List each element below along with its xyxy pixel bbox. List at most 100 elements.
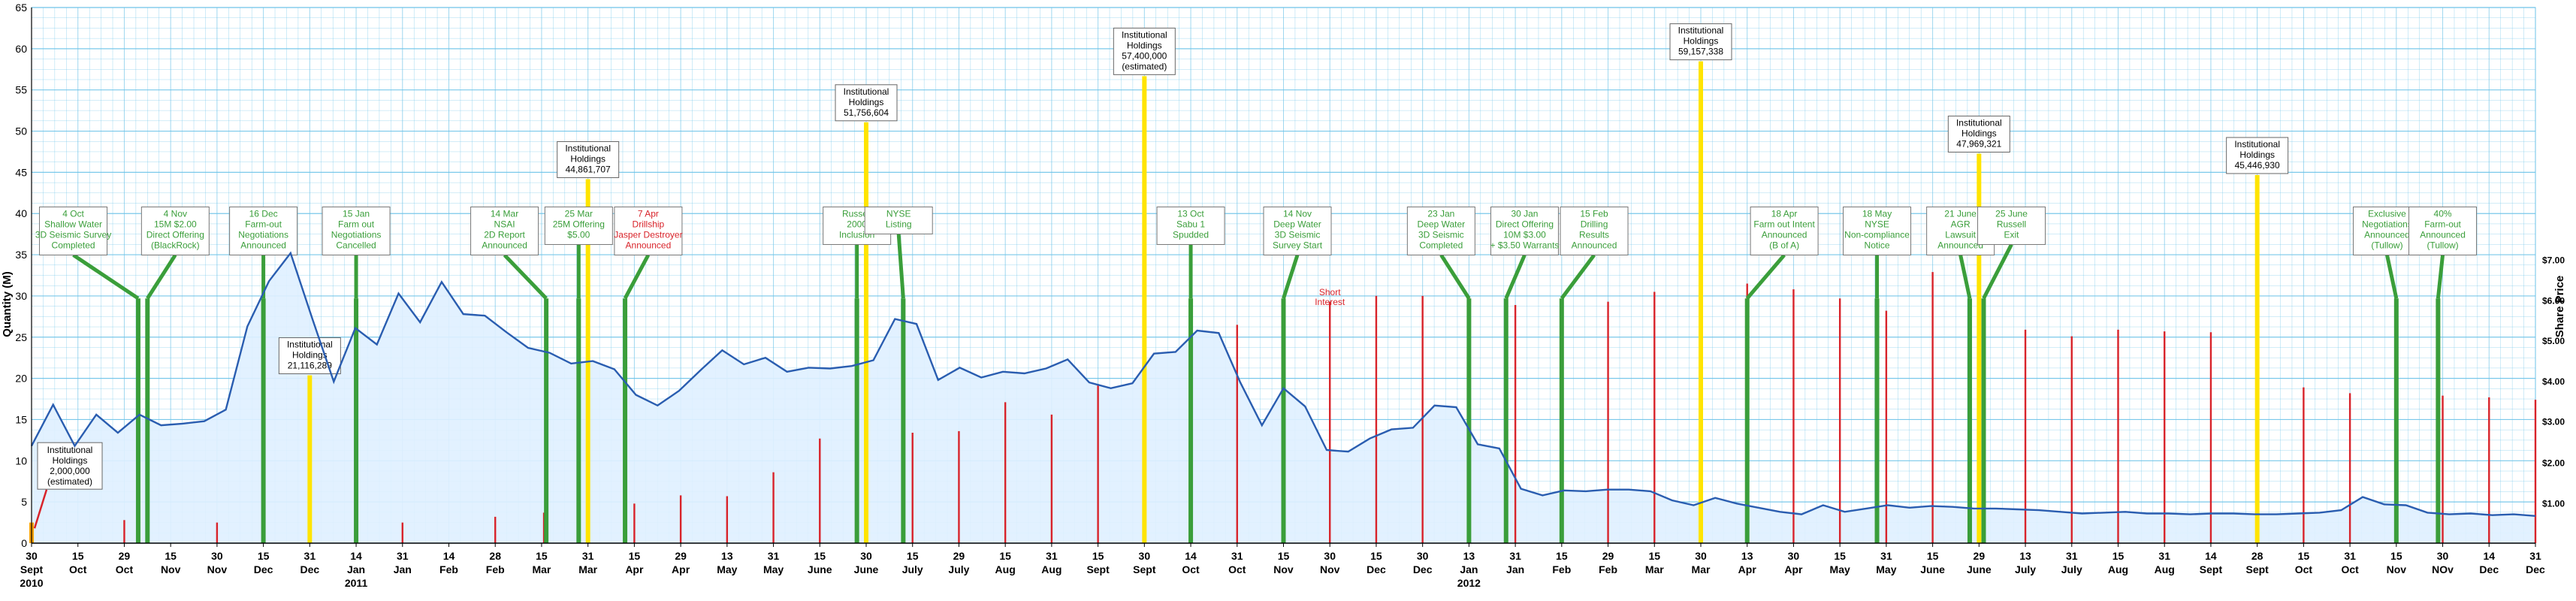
x-tick-month: July: [902, 563, 923, 575]
x-tick-year: 2010: [20, 577, 43, 589]
event-connector: [623, 254, 651, 300]
x-tick-month: Aug: [2155, 563, 2175, 575]
event-label: 14 Nov Deep Water 3D Seismic Survey Start: [1273, 208, 1323, 250]
event-connector: [1745, 253, 1786, 300]
x-tick-day: 30: [860, 550, 872, 562]
x-tick-month: Sept: [20, 563, 44, 575]
institutional-holdings-markers: Institutional Holdings 2,000,000 (estimated…: [29, 23, 2289, 544]
x-tick-day: 15: [258, 550, 270, 562]
y-tick-label: 55: [15, 84, 27, 96]
x-tick-month: Dec: [1367, 563, 1386, 575]
x-tick-day: 29: [1602, 550, 1614, 562]
x-tick-day: 30: [1417, 550, 1429, 562]
x-tick-month: Nov: [1320, 563, 1340, 575]
x-tick-month: Aug: [995, 563, 1016, 575]
x-tick-day: 30: [1324, 550, 1336, 562]
x-tick-day: 30: [1139, 550, 1151, 562]
right-tick-label: $3.00: [2542, 417, 2565, 427]
x-tick-day: 31: [1046, 550, 1058, 562]
event-connector: [896, 234, 905, 299]
event-label-box: [1843, 206, 1912, 255]
event-label-box: [2408, 206, 2478, 255]
event-label: 4 Oct Shallow Water 3D Seismic Survey Compl…: [35, 208, 111, 250]
institutional-label-box: [37, 442, 103, 490]
x-tick-day: 13: [1463, 550, 1475, 562]
event-connector: [72, 253, 140, 300]
x-tick-day: 30: [1695, 550, 1707, 562]
x-tick-month: Oct: [116, 563, 134, 575]
x-tick-day: 15: [1834, 550, 1846, 562]
x-tick-month: Apr: [672, 563, 690, 575]
x-tick-month: Sept: [2245, 563, 2269, 575]
price-line: [30, 251, 2536, 517]
event-connector: [2385, 254, 2399, 299]
event-connector: [1282, 254, 1300, 299]
event-label-box: [470, 206, 539, 255]
institutional-label: Institutional Holdings 51,756,604: [844, 86, 889, 118]
event-label-box: [1406, 206, 1475, 255]
chart-axes: 0 5 10 15 20 25 30 35 40 45 50 55 60 65 $1.00 $2.00 $3.0…: [15, 2, 2565, 589]
y-tick-label: 50: [15, 125, 27, 137]
x-tick-day: 14: [443, 550, 455, 562]
event-label: 4 Nov 15M $2.00 Direct Offering (BlackRock): [146, 208, 204, 250]
x-tick-month: Feb: [1599, 563, 1617, 575]
y-tick-label: 65: [15, 2, 27, 14]
institutional-label: Institutional Holdings 59,157,338: [1678, 26, 1724, 57]
x-tick-month: Nov: [1273, 563, 1294, 575]
y-tick-label: 5: [21, 496, 27, 508]
x-tick-month: Feb: [486, 563, 505, 575]
x-tick-month: May: [717, 563, 737, 575]
event-label: 40% Farm-out Announced (Tullow): [2420, 208, 2466, 250]
x-tick-day: 15: [2298, 550, 2310, 562]
y-tick-label: 20: [15, 373, 27, 385]
x-tick-month: Apr: [1738, 563, 1757, 575]
x-tick-month: Sept: [1133, 563, 1156, 575]
event-label-box: [614, 206, 683, 255]
x-tick-day: 13: [721, 550, 733, 562]
x-tick-day: 15: [1092, 550, 1104, 562]
right-tick-label: $6.00: [2542, 295, 2565, 306]
event-label: 23 Jan Deep Water 3D Seismic Completed: [1418, 208, 1466, 250]
institutional-bar: [1977, 153, 1982, 543]
x-tick-day: 14: [350, 550, 362, 562]
event-label: 18 May NYSE Non-compliance Notice: [1844, 208, 1910, 250]
x-tick-month: Jan: [1506, 563, 1524, 575]
institutional-label-box: [557, 140, 620, 178]
x-tick-day: 15: [165, 550, 177, 562]
event-label-box: [864, 206, 933, 234]
x-tick-month: Sept: [1086, 563, 1110, 575]
institutional-label: Institutional Holdings 45,446,930: [2234, 139, 2280, 171]
x-tick-month: Oct: [1182, 563, 1200, 575]
x-tick-day: 15: [1278, 550, 1290, 562]
x-tick-month: Mar: [1692, 563, 1711, 575]
x-tick-day: 31: [768, 550, 780, 562]
x-tick-day: 28: [2251, 550, 2263, 562]
x-tick-day: 28: [489, 550, 501, 562]
event-label-box: [322, 206, 391, 255]
x-tick-month: May: [1876, 563, 1896, 575]
x-tick-year: 2012: [1457, 577, 1481, 589]
x-tick-day: 31: [397, 550, 409, 562]
x-tick-month: Oct: [1228, 563, 1246, 575]
x-tick-day: 15: [1370, 550, 1382, 562]
x-tick-month: Apr: [1784, 563, 1803, 575]
x-tick-day: 15: [72, 550, 84, 562]
x-tick-month: Oct: [2295, 563, 2313, 575]
x-tick-day: 29: [953, 550, 965, 562]
institutional-bar: [1699, 61, 1703, 544]
y-tick-label: 40: [15, 207, 27, 219]
x-tick-day: 31: [582, 550, 594, 562]
institutional-pointer: [33, 489, 48, 529]
event-label-box: [1560, 206, 1629, 255]
y-tick-label: 15: [15, 413, 27, 425]
x-tick-day: 31: [2158, 550, 2170, 562]
x-tick-month: Dec: [2479, 563, 2499, 575]
x-tick-year: 2011: [345, 577, 368, 589]
right-tick-label: $1.00: [2542, 498, 2565, 509]
x-tick-month: Jan: [347, 563, 365, 575]
x-tick-day: 30: [2437, 550, 2449, 562]
x-tick-day: 14: [1185, 550, 1197, 562]
event-label-box: [1156, 206, 1225, 245]
y-tick-label: 60: [15, 43, 27, 55]
